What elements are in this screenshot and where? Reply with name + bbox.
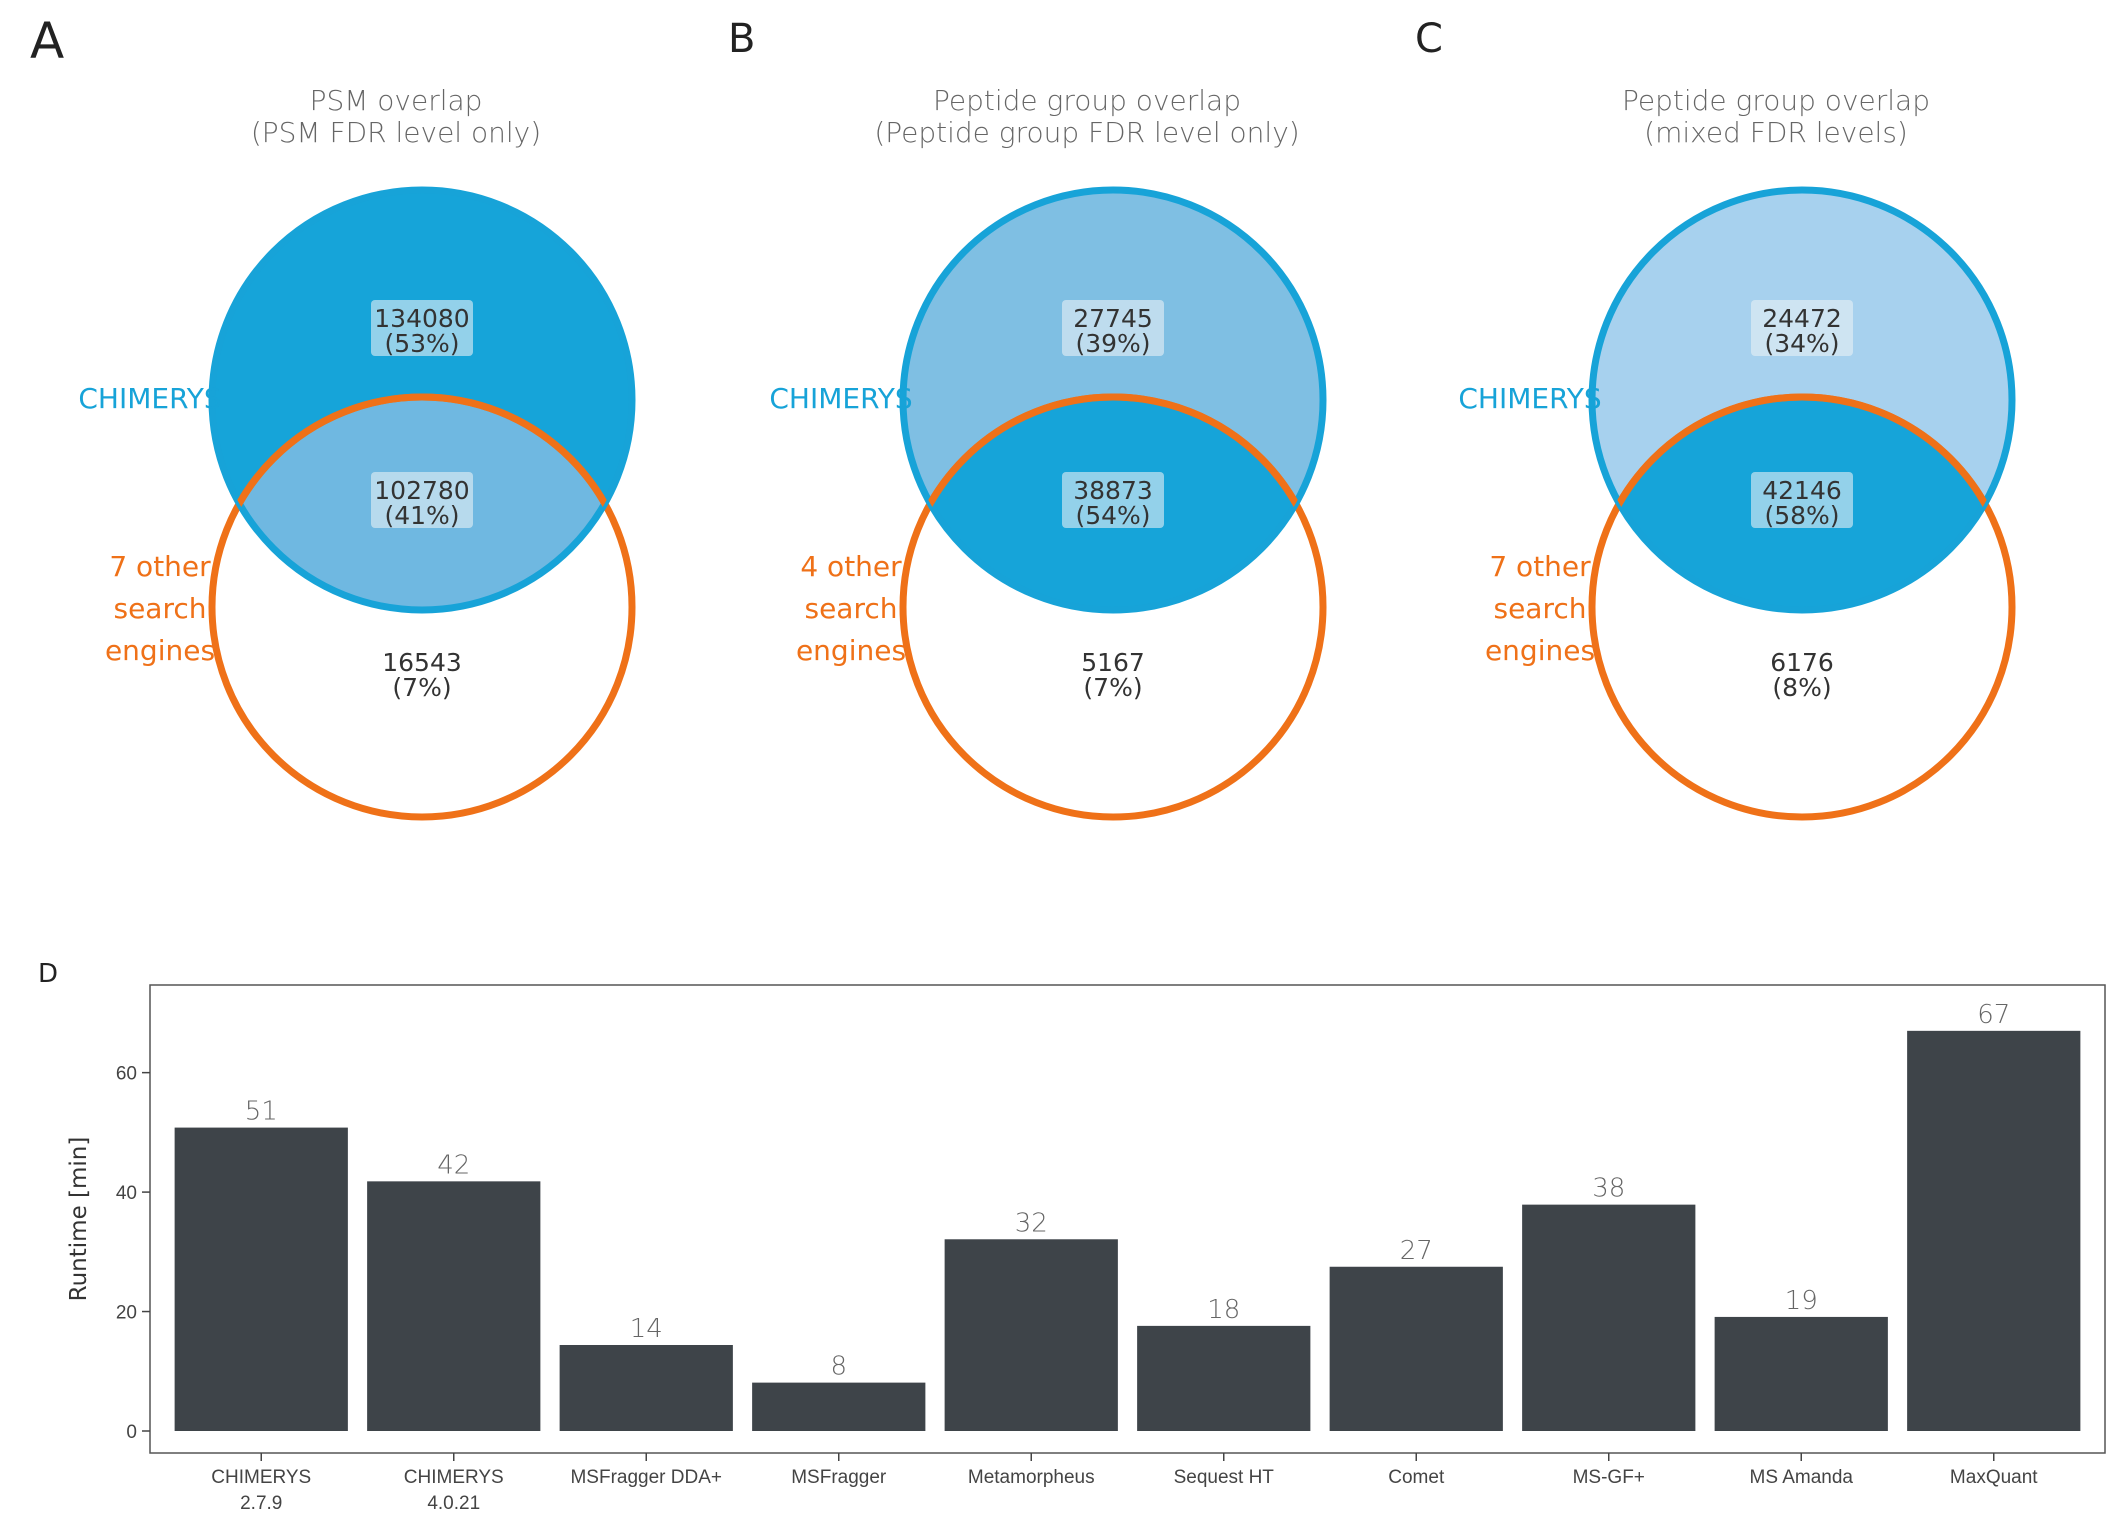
only-a-value-pct: (53%) xyxy=(384,329,459,358)
panel-letter: A xyxy=(30,12,64,70)
x-tick-label: MaxQuant xyxy=(1950,1467,2038,1488)
only-a-value-count: 27745 xyxy=(1073,304,1153,333)
set-b-label-line1: 7 other xyxy=(1489,550,1591,583)
set-a-outline xyxy=(899,186,1327,614)
venn-subtitle: (mixed FDR levels) xyxy=(1644,116,1908,149)
set-a-label: CHIMERYS xyxy=(769,382,912,415)
x-tick-label: Metamorpheus xyxy=(968,1467,1095,1488)
set-b-label-line3: engines xyxy=(1485,634,1595,667)
overlap-value-pct: (58%) xyxy=(1764,501,1839,530)
x-tick-label: 2.7.9 xyxy=(240,1493,282,1514)
only-a-value-pct: (39%) xyxy=(1075,329,1150,358)
only-b-value-pct: (7%) xyxy=(392,673,451,702)
bar xyxy=(174,1127,348,1431)
overlap-value-pct: (54%) xyxy=(1075,501,1150,530)
venn-panel-b: B Peptide group overlap(Peptide group FDR… xyxy=(728,16,1327,821)
only-a-value-box xyxy=(1751,300,1853,356)
venn-panels: A PSM overlap(PSM FDR level only) CHIMERYS… xyxy=(30,12,2016,821)
bar xyxy=(1907,1030,2081,1431)
set-b-label-line2: search xyxy=(1493,592,1586,625)
bar xyxy=(752,1382,926,1431)
y-tick-label: 0 xyxy=(126,1422,137,1443)
set-b-label-line2: search xyxy=(113,592,206,625)
only-a-value-box xyxy=(371,300,473,356)
venn-subtitle: (Peptide group FDR level only) xyxy=(874,116,1299,149)
only-a-value-count: 134080 xyxy=(374,304,469,333)
bar xyxy=(1714,1316,1888,1431)
bar xyxy=(1329,1266,1503,1431)
bar-value-label: 14 xyxy=(630,1314,663,1344)
bar xyxy=(944,1239,1118,1431)
set-b-label-line3: engines xyxy=(105,634,215,667)
panel-letter: C xyxy=(1415,16,1443,62)
panel-letter: D xyxy=(38,959,58,989)
bar-value-label: 19 xyxy=(1785,1286,1818,1316)
bar-value-label: 67 xyxy=(1977,1000,2010,1030)
x-tick-label: CHIMERYS xyxy=(211,1467,311,1488)
overlap-value-count: 38873 xyxy=(1073,476,1153,505)
bar xyxy=(1137,1325,1311,1431)
x-tick-label: Sequest HT xyxy=(1174,1467,1275,1488)
bar-value-label: 8 xyxy=(830,1352,847,1382)
overlap-value-count: 42146 xyxy=(1762,476,1842,505)
overlap-value-box xyxy=(1062,472,1164,528)
panel-letter: B xyxy=(728,16,755,62)
set-b-label-line1: 7 other xyxy=(109,550,211,583)
only-b-value-count: 6176 xyxy=(1770,648,1834,677)
bar-value-label: 42 xyxy=(437,1150,470,1180)
bar-value-label: 18 xyxy=(1207,1295,1240,1325)
overlap-value-box xyxy=(1751,472,1853,528)
set-b-arc xyxy=(903,393,1323,610)
venn-title: Peptide group overlap xyxy=(1622,84,1930,117)
x-tick-label: MS Amanda xyxy=(1750,1467,1854,1488)
only-b-value-pct: (7%) xyxy=(1083,673,1142,702)
x-tick-label: MSFragger xyxy=(791,1467,887,1488)
venn-panel-c: C Peptide group overlap(mixed FDR levels)… xyxy=(1415,16,2016,821)
x-tick-label: Comet xyxy=(1388,1467,1445,1488)
x-tick-label: MSFragger DDA+ xyxy=(570,1467,722,1488)
venn-title: Peptide group overlap xyxy=(933,84,1241,117)
only-a-value-count: 24472 xyxy=(1762,304,1842,333)
overlap-value-count: 102780 xyxy=(374,476,469,505)
set-b-label-line1: 4 other xyxy=(800,550,902,583)
bar-value-label: 51 xyxy=(245,1097,278,1127)
overlap-value-box xyxy=(371,472,473,528)
y-tick-label: 40 xyxy=(116,1183,137,1204)
set-b-arc xyxy=(1592,393,2012,610)
x-tick-label: 4.0.21 xyxy=(427,1493,480,1514)
venn-title: PSM overlap xyxy=(310,84,483,117)
venn-subtitle: (PSM FDR level only) xyxy=(251,116,541,149)
bar xyxy=(1522,1204,1696,1431)
only-a-value-pct: (34%) xyxy=(1764,329,1839,358)
set-a-label: CHIMERYS xyxy=(1458,382,1601,415)
y-axis-title: Runtime [min] xyxy=(66,1137,92,1302)
bar-value-label: 27 xyxy=(1400,1236,1433,1266)
x-tick-label: MS-GF+ xyxy=(1573,1467,1645,1488)
bar xyxy=(367,1181,541,1431)
venn-panel-a: A PSM overlap(PSM FDR level only) CHIMERYS… xyxy=(30,12,636,821)
only-b-value-count: 16543 xyxy=(382,648,462,677)
x-tick-label: CHIMERYS xyxy=(404,1467,504,1488)
only-b-value-count: 5167 xyxy=(1081,648,1145,677)
set-b-label-line2: search xyxy=(804,592,897,625)
set-a-outline xyxy=(1588,186,2016,614)
set-b-arc xyxy=(212,393,632,610)
runtime-bar-panel: D 0 20 40 60 Runtime [min] 51 CHIMERYS 2.7.9 42 CH… xyxy=(38,959,2106,1514)
overlap-value-pct: (41%) xyxy=(384,501,459,530)
y-tick-label: 20 xyxy=(116,1303,137,1324)
bar-value-label: 38 xyxy=(1592,1174,1625,1204)
bar xyxy=(559,1344,733,1431)
bar-value-label: 32 xyxy=(1015,1208,1048,1238)
only-b-value-pct: (8%) xyxy=(1772,673,1831,702)
set-a-outline xyxy=(208,186,636,614)
y-tick-label: 60 xyxy=(116,1064,137,1085)
set-b-label-line3: engines xyxy=(796,634,906,667)
set-a-label: CHIMERYS xyxy=(78,382,221,415)
only-a-value-box xyxy=(1062,300,1164,356)
